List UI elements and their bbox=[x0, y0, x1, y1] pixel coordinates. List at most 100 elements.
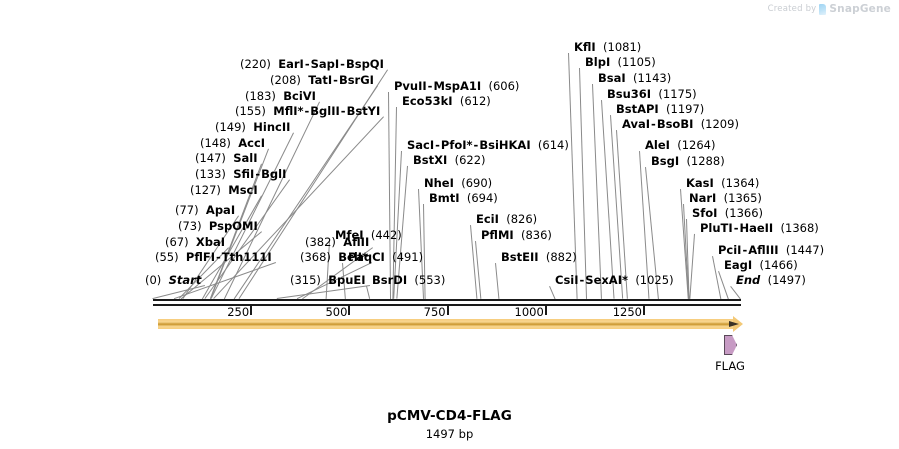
enzyme-label[interactable]: BsrDI (553) bbox=[372, 274, 445, 287]
enzyme-label[interactable]: (149) HincII bbox=[215, 121, 290, 134]
watermark-brand: SnapGene bbox=[829, 3, 891, 15]
enzyme-site-position: (133) bbox=[195, 167, 226, 181]
enzyme-label[interactable]: PciI-AflIII (1447) bbox=[718, 244, 824, 257]
enzyme-name: BmtI bbox=[429, 191, 460, 205]
enzyme-label[interactable]: End (1497) bbox=[736, 274, 806, 287]
enzyme-site-position: (147) bbox=[195, 151, 226, 165]
enzyme-name: BstAPI bbox=[616, 102, 659, 116]
enzyme-label[interactable]: (55) PflFI-Tth111I bbox=[155, 251, 272, 264]
enzyme-label[interactable]: EciI (826) bbox=[476, 213, 537, 226]
enzyme-label[interactable]: (368) BclI* bbox=[300, 251, 368, 264]
enzyme-label[interactable]: BlpI (1105) bbox=[585, 56, 656, 69]
enzyme-separator: - bbox=[733, 221, 739, 235]
enzyme-site-position: (1368) bbox=[780, 221, 819, 235]
enzyme-separator: - bbox=[651, 117, 656, 131]
feature-flag[interactable] bbox=[724, 335, 737, 355]
enzyme-leader-line bbox=[686, 219, 690, 300]
enzyme-label[interactable]: (220) EarI-SapI-BspQI bbox=[240, 58, 384, 71]
enzyme-label[interactable]: BsaI (1143) bbox=[598, 72, 671, 85]
enzyme-name: NarI bbox=[689, 191, 717, 205]
sequence-backbone-top bbox=[153, 299, 741, 301]
enzyme-separator: - bbox=[473, 138, 479, 152]
enzyme-label[interactable]: NheI (690) bbox=[424, 177, 492, 190]
sequence-terminus: Start bbox=[168, 273, 202, 287]
enzyme-site-position: (315) bbox=[290, 273, 321, 287]
enzyme-site-position: (1081) bbox=[603, 40, 642, 54]
enzyme-label[interactable]: (77) ApaI bbox=[175, 204, 235, 217]
enzyme-label[interactable]: (0) Start bbox=[145, 274, 201, 287]
enzyme-site-position: (155) bbox=[235, 104, 266, 118]
enzyme-label[interactable]: (208) TatI-BsrGI bbox=[270, 74, 374, 87]
enzyme-label[interactable]: (73) PspOMI bbox=[178, 220, 258, 233]
enzyme-label[interactable]: (155) MflI*-BglII-BstYI bbox=[235, 105, 380, 118]
enzyme-name: HincII bbox=[253, 120, 291, 134]
enzyme-label[interactable]: (133) SfiI-BglI bbox=[195, 168, 286, 181]
ruler-tick bbox=[348, 306, 351, 315]
orf-arrow-body[interactable] bbox=[158, 319, 733, 329]
enzyme-name: AccI bbox=[238, 136, 266, 150]
snapgene-watermark: Created by SnapGene bbox=[768, 3, 891, 15]
enzyme-name: Eco53kI bbox=[402, 94, 453, 108]
enzyme-name: BsaI bbox=[598, 71, 626, 85]
enzyme-label[interactable]: BstXI (622) bbox=[413, 154, 486, 167]
enzyme-label[interactable]: EagI (1466) bbox=[724, 259, 798, 272]
enzyme-site-position: (1264) bbox=[677, 138, 716, 152]
enzyme-label[interactable]: SacI-PfoI*-BsiHKAI (614) bbox=[407, 139, 569, 152]
enzyme-name: BpuEI bbox=[328, 273, 366, 287]
enzyme-site-position: (368) bbox=[300, 250, 331, 264]
orf-arrow-head-inner bbox=[729, 321, 739, 327]
enzyme-label[interactable]: (315) BpuEI bbox=[290, 274, 366, 287]
enzyme-label[interactable]: (183) BciVI bbox=[245, 90, 316, 103]
enzyme-label[interactable]: MfeI (442) bbox=[335, 229, 402, 242]
enzyme-leader-line bbox=[712, 256, 722, 300]
enzyme-site-position: (614) bbox=[537, 138, 569, 152]
enzyme-name: MflI* bbox=[273, 104, 304, 118]
enzyme-site-position: (382) bbox=[305, 235, 336, 249]
enzyme-label[interactable]: BstEII (882) bbox=[501, 251, 577, 264]
enzyme-leader-line bbox=[475, 241, 482, 300]
enzyme-label[interactable]: AleI (1264) bbox=[645, 139, 715, 152]
enzyme-separator: - bbox=[304, 104, 310, 118]
enzyme-label[interactable]: (127) MscI bbox=[190, 184, 258, 197]
enzyme-name: SfiI bbox=[233, 167, 255, 181]
enzyme-site-position: (826) bbox=[506, 212, 538, 226]
enzyme-label[interactable]: Bsu36I (1175) bbox=[607, 88, 697, 101]
enzyme-name: BsiHKAI bbox=[479, 138, 531, 152]
enzyme-name: MspA1I bbox=[433, 79, 482, 93]
enzyme-name: BsgI bbox=[651, 154, 680, 168]
enzyme-label[interactable]: SfoI (1366) bbox=[692, 207, 763, 220]
enzyme-label[interactable]: NarI (1365) bbox=[689, 192, 762, 205]
enzyme-leader-line bbox=[689, 233, 695, 299]
enzyme-leader-line bbox=[495, 263, 500, 300]
enzyme-site-position: (183) bbox=[245, 89, 276, 103]
enzyme-name: PflFI bbox=[185, 250, 216, 264]
enzyme-leader-line bbox=[366, 286, 371, 300]
enzyme-label[interactable]: (67) XbaI bbox=[165, 236, 225, 249]
enzyme-site-position: (148) bbox=[200, 136, 231, 150]
enzyme-label[interactable]: PaqCI (491) bbox=[348, 251, 423, 264]
enzyme-label[interactable]: BmtI (694) bbox=[429, 192, 498, 205]
enzyme-label[interactable]: AvaI-BsoBI (1209) bbox=[622, 118, 739, 131]
enzyme-site-position: (622) bbox=[454, 153, 486, 167]
enzyme-name: BciVI bbox=[283, 89, 316, 103]
enzyme-label[interactable]: KasI (1364) bbox=[686, 177, 759, 190]
ruler-tick-label: 1250 bbox=[612, 305, 642, 319]
enzyme-separator: - bbox=[340, 104, 346, 118]
enzyme-label[interactable]: Eco53kI (612) bbox=[402, 95, 491, 108]
enzyme-label[interactable]: (147) SalI bbox=[195, 152, 258, 165]
enzyme-label[interactable]: PvuII-MspA1I (606) bbox=[394, 80, 519, 93]
enzyme-site-position: (1364) bbox=[721, 176, 760, 190]
enzyme-leader-line bbox=[730, 286, 741, 300]
enzyme-label[interactable]: BstAPI (1197) bbox=[616, 103, 704, 116]
enzyme-label[interactable]: KflI (1081) bbox=[574, 41, 641, 54]
enzyme-leader-line bbox=[680, 189, 689, 300]
enzyme-label[interactable]: BsgI (1288) bbox=[651, 155, 725, 168]
enzyme-label[interactable]: (148) AccI bbox=[200, 137, 265, 150]
enzyme-name: BsoBI bbox=[656, 117, 694, 131]
enzyme-label[interactable]: (382) AflII bbox=[305, 236, 369, 249]
enzyme-site-position: (606) bbox=[488, 79, 520, 93]
enzyme-label[interactable]: CsiI-SexAI* (1025) bbox=[555, 274, 674, 287]
enzyme-label[interactable]: PluTI-HaeII (1368) bbox=[700, 222, 819, 235]
enzyme-label[interactable]: PflMI (836) bbox=[481, 229, 552, 242]
enzyme-name: BlpI bbox=[585, 55, 611, 69]
